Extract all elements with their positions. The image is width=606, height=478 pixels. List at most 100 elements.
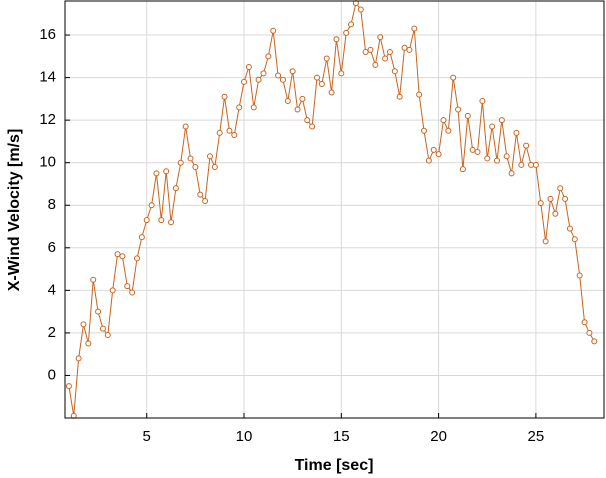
y-tick-label: 6 [48,239,56,256]
data-point [401,44,408,51]
data-point [172,185,179,192]
data-point [333,36,340,43]
data-point [469,146,476,153]
data-point [552,210,559,217]
data-point [386,49,393,56]
data-point [421,127,428,134]
data-point [275,72,282,79]
data-point [211,163,218,170]
data-point [168,219,175,226]
data-point [484,155,491,162]
data-point [95,308,102,315]
data-point [455,106,462,113]
data-point [459,166,466,173]
data-point [493,157,500,164]
data-point [367,46,374,53]
data-point [528,161,535,168]
data-point [85,340,92,347]
y-tick-label: 8 [48,196,56,213]
y-tick-label: 10 [39,154,56,171]
x-tick-label: 20 [430,428,447,445]
data-point [216,129,223,136]
data-point [279,76,286,83]
y-tick-label: 12 [39,111,56,128]
data-point [236,104,243,111]
data-point [75,355,82,362]
data-point [260,70,267,77]
data-point [464,112,471,119]
data-point [571,236,578,243]
data-point [241,78,248,85]
data-point [294,106,301,113]
data-point [177,159,184,166]
data-point [221,93,228,100]
data-point [586,329,593,336]
x-axis-title: Time [sec] [295,457,374,474]
data-point [231,132,238,139]
data-point [391,68,398,75]
data-point [158,217,165,224]
data-point [445,127,452,134]
data-point [411,25,418,32]
data-point [163,168,170,175]
data-point [323,55,330,62]
data-point [318,80,325,87]
x-tick-label: 25 [528,428,545,445]
data-point [309,123,316,130]
data-point [377,34,384,41]
data-point [542,238,549,245]
data-point [348,21,355,28]
data-point [202,197,209,204]
y-tick-label: 14 [39,69,56,86]
x-tick-label: 10 [236,428,253,445]
data-point [489,123,496,130]
data-point [382,55,389,62]
data-point [338,70,345,77]
data-point [153,170,160,177]
data-point [416,91,423,98]
data-point [265,53,272,60]
data-point [148,202,155,209]
data-point [557,185,564,192]
data-point [119,253,126,260]
data-point [396,93,403,100]
data-point [299,95,306,102]
data-point [372,61,379,68]
data-point [192,163,199,170]
data-point [304,117,311,124]
data-point [328,89,335,96]
data-point [182,123,189,130]
data-point [576,272,583,279]
data-point [440,117,447,124]
data-point [270,27,277,34]
data-point [65,383,72,390]
data-point [498,117,505,124]
data-point [133,255,140,262]
plot-frame [64,0,605,419]
data-point [114,251,121,258]
y-tick-label: 2 [48,324,56,341]
data-point [562,195,569,202]
data-point [425,157,432,164]
data-point [124,283,131,290]
data-point [313,74,320,81]
data-point [537,200,544,207]
data-point [357,6,364,13]
data-point [143,217,150,224]
y-tick-label: 4 [48,281,56,298]
x-tick-label: 15 [333,428,350,445]
data-point [479,97,486,104]
data-point [591,338,598,345]
data-point [362,49,369,56]
data-point [129,289,136,296]
data-point [547,195,554,202]
data-point [406,46,413,53]
data-point [109,287,116,294]
data-point [435,151,442,158]
data-point [90,276,97,283]
data-point [503,153,510,160]
data-point [518,161,525,168]
data-point [508,170,515,177]
data-point [513,129,520,136]
